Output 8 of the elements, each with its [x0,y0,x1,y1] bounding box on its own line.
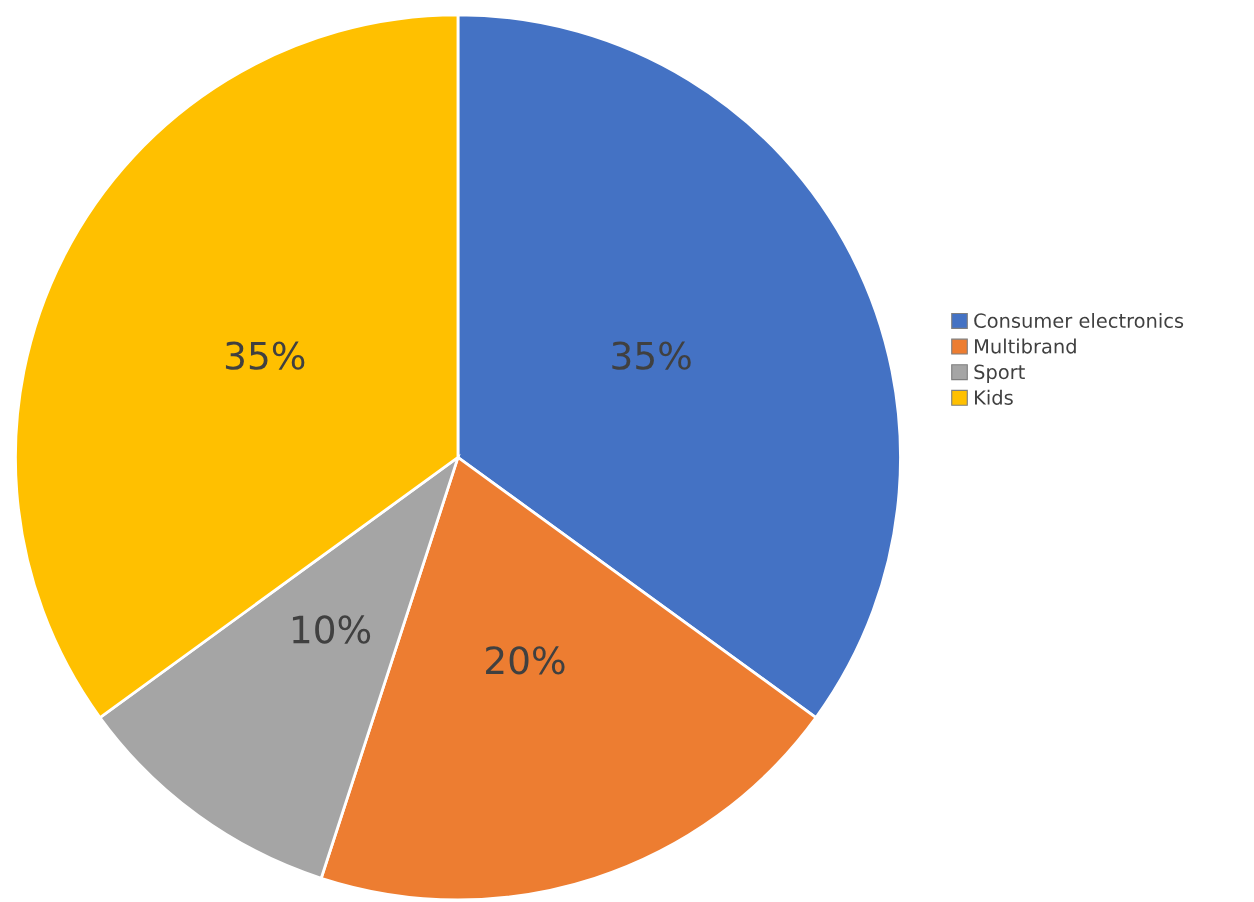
legend-label: Sport [974,364,1025,384]
legend-label: Kids [975,389,1013,405]
data-label: 35% [612,341,691,370]
data-label: 35% [225,341,305,370]
data-label: 10% [292,615,371,644]
legend-label: Consumer electronics [974,312,1184,329]
legend-label: Multibrand [975,338,1076,354]
data-label: 20% [486,646,565,675]
